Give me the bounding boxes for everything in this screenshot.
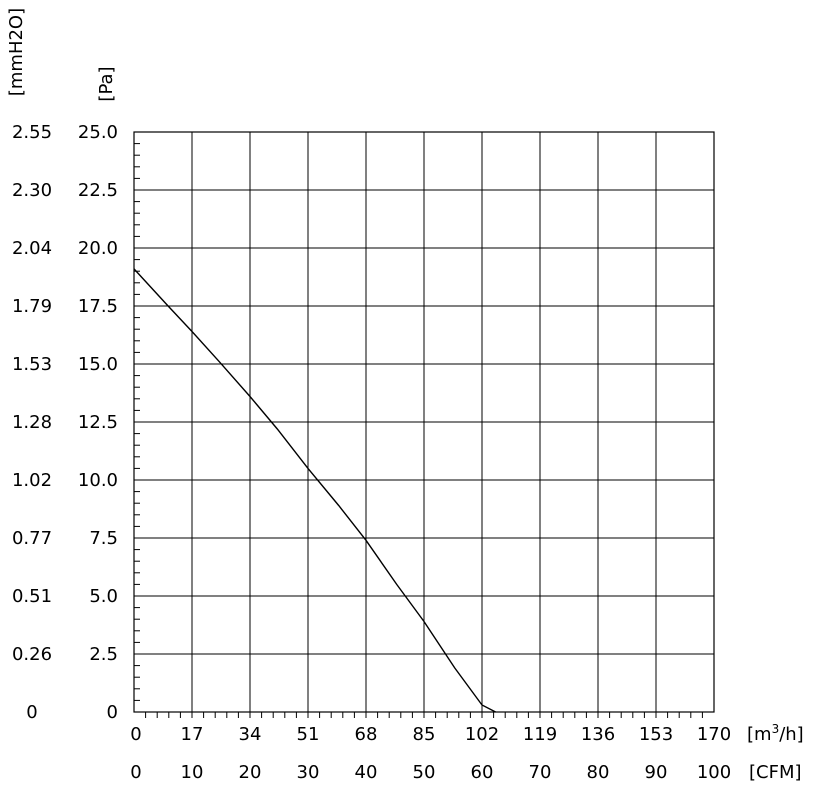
y-tick-label-pa: 10.0 [78, 470, 118, 491]
plot-frame [133, 131, 715, 713]
y-unit-mmh2o-label: [mmH2O] [6, 8, 27, 96]
y-tick-label-pa: 15.0 [78, 354, 118, 375]
x-tick-label-m3h: 34 [239, 724, 262, 745]
y-tick-label-mmh2o: 1.53 [12, 354, 52, 375]
series-group [133, 268, 496, 713]
x-tick-label-cfm: 40 [355, 762, 378, 783]
tick-labels: 02.55.07.510.012.515.017.520.022.525.000… [12, 122, 731, 783]
y-tick-label-mmh2o: 2.30 [12, 180, 52, 201]
x-tick-label-cfm: 100 [697, 762, 731, 783]
pressure-curve-line [133, 268, 496, 713]
y-tick-label-mmh2o: 0 [26, 702, 37, 723]
y-tick-label-pa: 5.0 [89, 586, 118, 607]
y-unit-pa-label: [Pa] [96, 66, 117, 101]
x-tick-label-cfm: 30 [297, 762, 320, 783]
x-tick-label-m3h: 170 [697, 724, 731, 745]
x-tick-label-m3h: 51 [297, 724, 320, 745]
x-tick-label-cfm: 90 [645, 762, 668, 783]
x-tick-label-m3h: 68 [355, 724, 378, 745]
y-tick-label-mmh2o: 0.26 [12, 644, 52, 665]
x-tick-label-cfm: 20 [239, 762, 262, 783]
x-unit-m3h-label: [m3/h] [747, 722, 804, 745]
x-tick-label-m3h: 153 [639, 724, 673, 745]
y-tick-label-pa: 7.5 [89, 528, 118, 549]
y-tick-label-mmh2o: 2.55 [12, 122, 52, 143]
x-tick-label-cfm: 80 [587, 762, 610, 783]
y-tick-label-pa: 2.5 [89, 644, 118, 665]
y-tick-label-mmh2o: 2.04 [12, 238, 52, 259]
y-tick-label-pa: 22.5 [78, 180, 118, 201]
x-tick-label-cfm: 70 [529, 762, 552, 783]
y-tick-label-mmh2o: 1.28 [12, 412, 52, 433]
x-tick-label-m3h: 102 [465, 724, 499, 745]
y-tick-label-pa: 0 [107, 702, 118, 723]
x-tick-label-m3h: 136 [581, 724, 615, 745]
x-tick-label-m3h: 85 [413, 724, 436, 745]
y-tick-label-mmh2o: 0.77 [12, 528, 52, 549]
y-tick-label-mmh2o: 0.51 [12, 586, 52, 607]
minor-ticks [134, 143, 703, 718]
x-tick-label-cfm: 10 [181, 762, 204, 783]
x-tick-label-m3h: 17 [181, 724, 204, 745]
y-tick-label-mmh2o: 1.79 [12, 296, 52, 317]
y-tick-label-pa: 17.5 [78, 296, 118, 317]
y-tick-label-pa: 20.0 [78, 238, 118, 259]
y-tick-label-mmh2o: 1.02 [12, 470, 52, 491]
x-tick-label-m3h: 119 [523, 724, 557, 745]
chart-grid [134, 132, 714, 712]
x-tick-label-cfm: 60 [471, 762, 494, 783]
x-tick-label-cfm: 0 [130, 762, 141, 783]
x-unit-cfm-label: [CFM] [749, 762, 802, 783]
x-tick-label-cfm: 50 [413, 762, 436, 783]
x-tick-label-m3h: 0 [130, 724, 141, 745]
y-tick-label-pa: 12.5 [78, 412, 118, 433]
y-tick-label-pa: 25.0 [78, 122, 118, 143]
